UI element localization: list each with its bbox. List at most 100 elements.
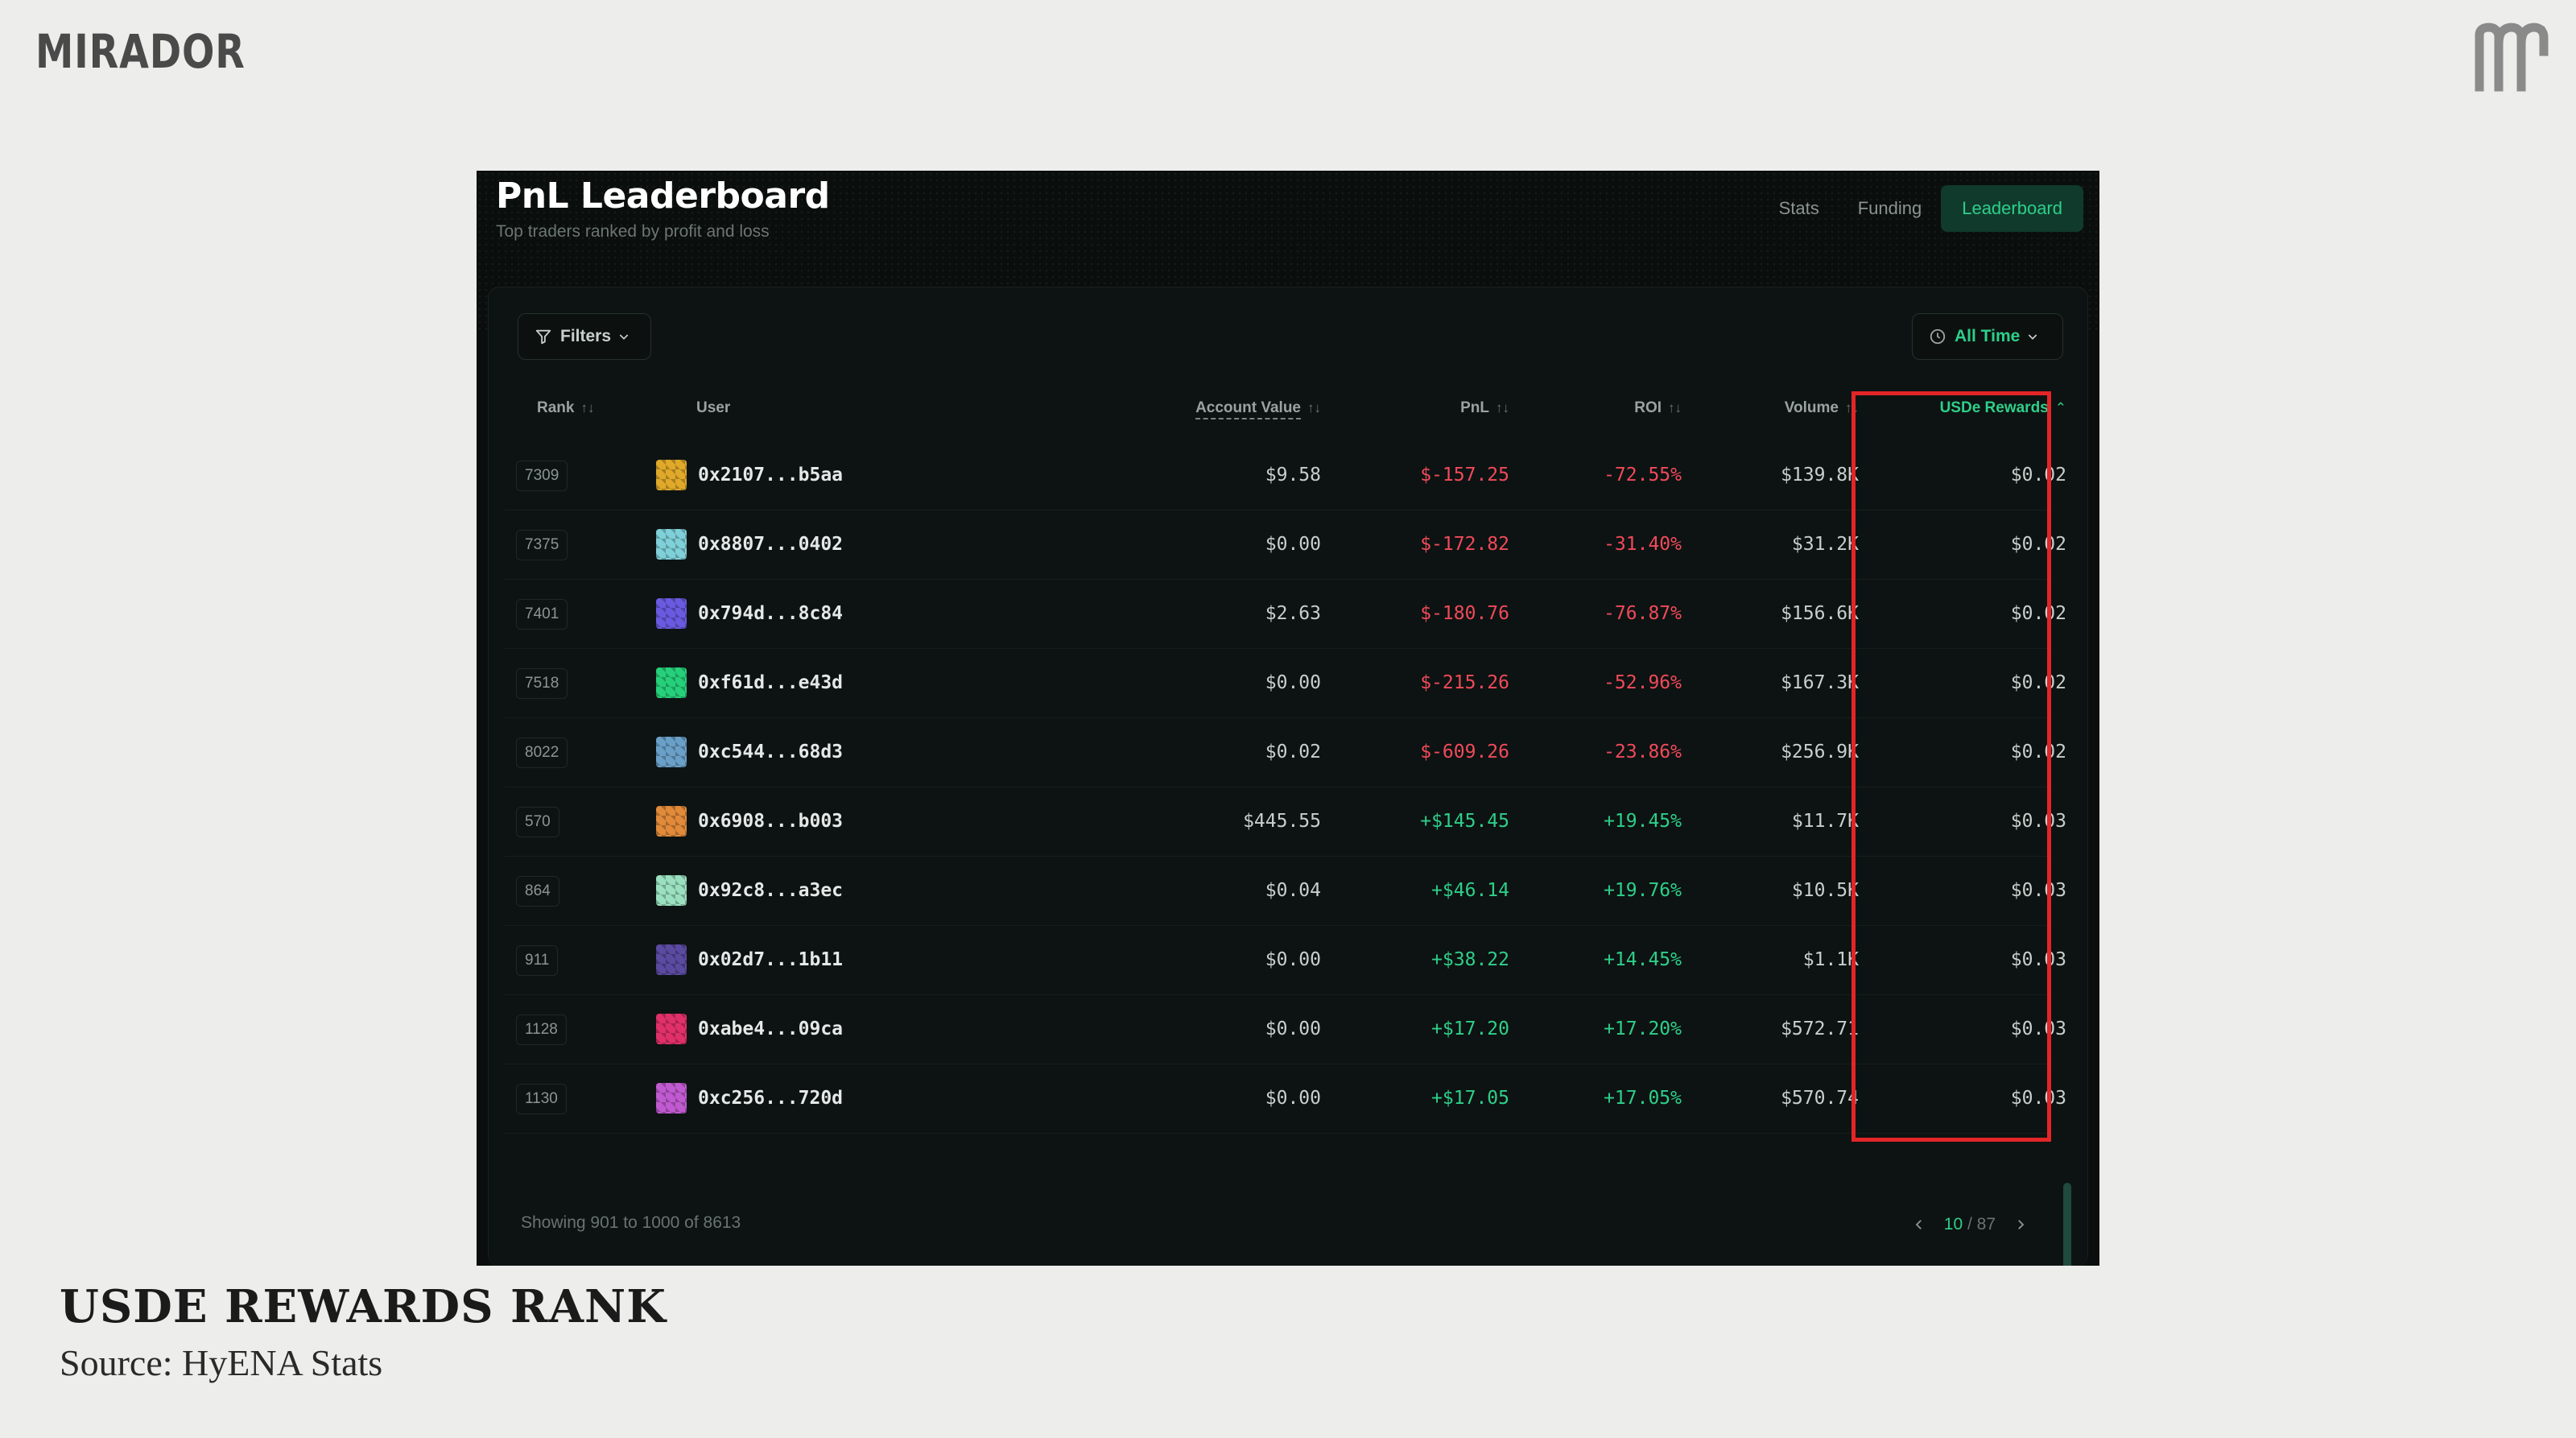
usde-rewards-cell: $0.02 bbox=[2010, 742, 2066, 762]
avatar bbox=[656, 944, 687, 975]
account-value-cell: $0.00 bbox=[1265, 1088, 1321, 1109]
usde-rewards-cell: $0.02 bbox=[2010, 603, 2066, 624]
table-row[interactable]: 1128 0xabe4...09ca $0.00 +$17.20 +17.20% $572… bbox=[505, 994, 2066, 1064]
filters-label: Filters bbox=[560, 327, 612, 345]
roi-cell: -23.86% bbox=[1604, 742, 1682, 762]
caption-title: USDE REWARDS RANK bbox=[60, 1280, 667, 1333]
header-account-value[interactable]: Account Value ↑↓ bbox=[1096, 376, 1321, 440]
roi-cell: +17.20% bbox=[1604, 1019, 1682, 1039]
table-row[interactable]: 7401 0x794d...8c84 $2.63 $-180.76 -76.87% $15… bbox=[505, 579, 2066, 649]
chevron-down-icon bbox=[619, 334, 629, 340]
user-cell[interactable]: 0xc256...720d bbox=[656, 1064, 843, 1133]
account-value-cell: $0.00 bbox=[1265, 534, 1321, 555]
results-summary: Showing 901 to 1000 of 8613 bbox=[521, 1213, 741, 1232]
usde-rewards-cell: $0.02 bbox=[2010, 534, 2066, 555]
header-pnl[interactable]: PnL ↑↓ bbox=[1460, 399, 1509, 416]
avatar bbox=[656, 598, 687, 629]
pnl-cell: +$17.20 bbox=[1431, 1019, 1509, 1039]
chevron-down-icon bbox=[2029, 334, 2037, 340]
tab-stats[interactable]: Stats bbox=[1778, 198, 1819, 218]
account-value-cell: $0.00 bbox=[1265, 672, 1321, 693]
page-title: PnL Leaderboard bbox=[496, 176, 830, 217]
usde-rewards-cell: $0.02 bbox=[2010, 672, 2066, 693]
scroll-fade bbox=[489, 1229, 2087, 1266]
scrollbar[interactable] bbox=[2063, 1183, 2071, 1266]
pnl-cell: +$145.45 bbox=[1420, 811, 1509, 832]
header-usde-rewards[interactable]: USDe Rewards ⌃ bbox=[1939, 399, 2066, 416]
avatar bbox=[656, 1014, 687, 1044]
leaderboard-table: Rank ↑↓ User Account Value ↑↓ PnL ↑↓ ROI ↑↓ … bbox=[489, 376, 2087, 1134]
header-roi[interactable]: ROI ↑↓ bbox=[1634, 399, 1682, 416]
filter-icon bbox=[535, 329, 551, 345]
user-address: 0xc256...720d bbox=[698, 1088, 844, 1109]
user-address: 0xc544...68d3 bbox=[698, 742, 844, 762]
user-cell[interactable]: 0x6908...b003 bbox=[656, 787, 843, 856]
usde-rewards-cell: $0.03 bbox=[2010, 1088, 2066, 1109]
rank-cell: 7309 bbox=[516, 461, 568, 491]
roi-cell: +14.45% bbox=[1604, 949, 1682, 970]
pnl-cell: $-172.82 bbox=[1420, 534, 1509, 555]
user-address: 0x02d7...1b11 bbox=[698, 949, 844, 970]
time-filter-label: All Time bbox=[1955, 327, 2021, 345]
account-value-cell: $0.00 bbox=[1265, 1019, 1321, 1039]
chevron-right-icon[interactable] bbox=[2013, 1217, 2028, 1232]
tab-leaderboard[interactable]: Leaderboard bbox=[1941, 185, 2083, 232]
avatar bbox=[656, 875, 687, 906]
page-separator: / bbox=[1963, 1215, 1977, 1233]
header-volume[interactable]: Volume ↑↓ bbox=[1784, 399, 1859, 416]
page-subtitle: Top traders ranked by profit and loss bbox=[496, 222, 770, 241]
roi-cell: -72.55% bbox=[1604, 465, 1682, 486]
table-row[interactable]: 7375 0x8807...0402 $0.00 $-172.82 -31.40% $31… bbox=[505, 510, 2066, 580]
filters-button[interactable]: Filters bbox=[518, 313, 651, 360]
rank-cell: 1130 bbox=[516, 1084, 567, 1114]
table-row[interactable]: 864 0x92c8...a3ec $0.04 +$46.14 +19.76% $10.5… bbox=[505, 856, 2066, 926]
header-user: User bbox=[696, 399, 731, 416]
user-address: 0xabe4...09ca bbox=[698, 1019, 844, 1039]
roi-cell: -76.87% bbox=[1604, 603, 1682, 624]
volume-cell: $572.71 bbox=[1781, 1019, 1859, 1039]
table-row[interactable]: 570 0x6908...b003 $445.55 +$145.45 +19.45% $1… bbox=[505, 787, 2066, 857]
table-row[interactable]: 7309 0x2107...b5aa $9.58 $-157.25 -72.55% $13… bbox=[505, 440, 2066, 510]
usde-rewards-cell: $0.03 bbox=[2010, 949, 2066, 970]
user-cell[interactable]: 0xabe4...09ca bbox=[656, 994, 843, 1064]
rank-cell: 7375 bbox=[516, 530, 568, 560]
table-row[interactable]: 1130 0xc256...720d $0.00 +$17.05 +17.05% $570… bbox=[505, 1064, 2066, 1134]
user-cell[interactable]: 0x02d7...1b11 bbox=[656, 925, 843, 994]
account-value-cell: $0.00 bbox=[1265, 949, 1321, 970]
user-address: 0x2107...b5aa bbox=[698, 465, 844, 486]
volume-cell: $156.6K bbox=[1781, 603, 1859, 624]
rank-cell: 1128 bbox=[516, 1014, 567, 1045]
time-filter-button[interactable]: All Time bbox=[1912, 313, 2063, 360]
pnl-cell: $-215.26 bbox=[1420, 672, 1509, 693]
user-cell[interactable]: 0xc544...68d3 bbox=[656, 717, 843, 787]
account-value-cell: $445.55 bbox=[1243, 811, 1321, 832]
highlight-box bbox=[1852, 391, 2051, 1142]
avatar bbox=[656, 806, 687, 837]
table-row[interactable]: 8022 0xc544...68d3 $0.02 $-609.26 -23.86% $25… bbox=[505, 717, 2066, 787]
user-address: 0xf61d...e43d bbox=[698, 672, 844, 693]
usde-rewards-cell: $0.03 bbox=[2010, 1019, 2066, 1039]
user-cell[interactable]: 0x92c8...a3ec bbox=[656, 856, 843, 925]
user-cell[interactable]: 0x794d...8c84 bbox=[656, 579, 843, 648]
rank-cell: 911 bbox=[516, 945, 559, 976]
table-row[interactable]: 911 0x02d7...1b11 $0.00 +$38.22 +14.45% $1.1K… bbox=[505, 925, 2066, 995]
leaderboard-screenshot: PnL Leaderboard Top traders ranked by pr… bbox=[477, 171, 2099, 1266]
volume-cell: $31.2K bbox=[1791, 534, 1859, 555]
pnl-cell: +$38.22 bbox=[1431, 949, 1509, 970]
usde-rewards-cell: $0.03 bbox=[2010, 811, 2066, 832]
chevron-left-icon[interactable] bbox=[1912, 1217, 1926, 1232]
user-cell[interactable]: 0x8807...0402 bbox=[656, 510, 843, 579]
roi-cell: +17.05% bbox=[1604, 1088, 1682, 1109]
volume-cell: $10.5K bbox=[1791, 880, 1859, 901]
header-rank[interactable]: Rank ↑↓ bbox=[537, 399, 595, 416]
tab-funding[interactable]: Funding bbox=[1857, 198, 1922, 218]
volume-cell: $1.1K bbox=[1802, 949, 1859, 970]
user-cell[interactable]: 0x2107...b5aa bbox=[656, 440, 843, 510]
user-cell[interactable]: 0xf61d...e43d bbox=[656, 648, 843, 717]
account-value-cell: $0.04 bbox=[1265, 880, 1321, 901]
volume-cell: $256.9K bbox=[1781, 742, 1859, 762]
table-row[interactable]: 7518 0xf61d...e43d $0.00 $-215.26 -52.96% $16… bbox=[505, 648, 2066, 718]
mirador-logo: MIRADOR bbox=[35, 24, 246, 79]
pnl-cell: +$46.14 bbox=[1431, 880, 1509, 901]
account-value-cell: $0.02 bbox=[1265, 742, 1321, 762]
